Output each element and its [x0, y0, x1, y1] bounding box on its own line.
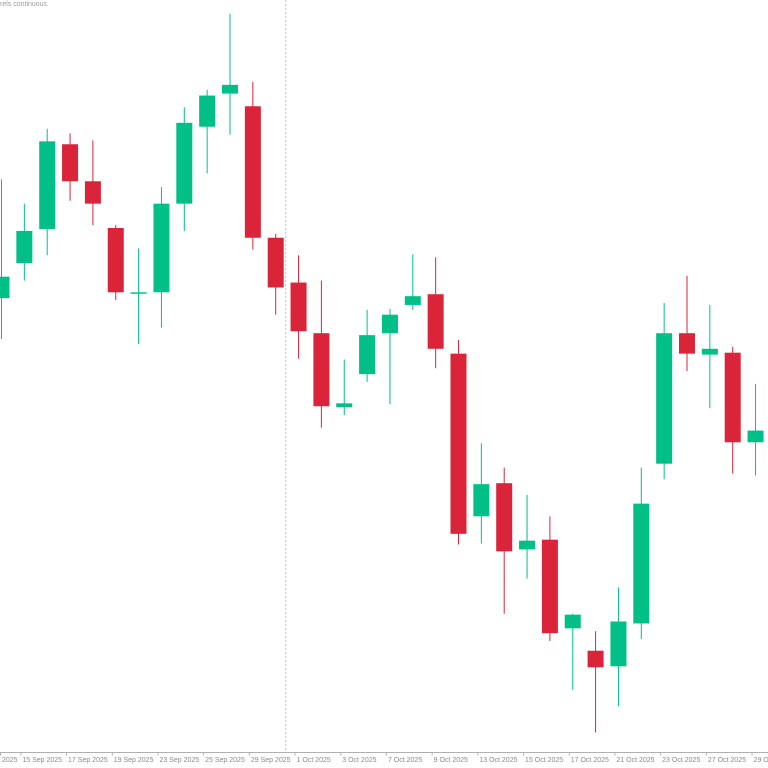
candle	[747, 383, 764, 476]
candle	[199, 89, 216, 174]
x-tick-label: 23 Sep 2025	[159, 757, 199, 764]
candle	[519, 494, 536, 579]
x-tick-label: 2025	[2, 757, 18, 764]
x-tick-label: 17 Oct 2025	[571, 757, 609, 764]
x-tick-label: 7 Oct 2025	[388, 757, 422, 764]
bull-candle-body	[0, 276, 10, 299]
candle	[450, 340, 467, 545]
bull-candle-body	[473, 484, 490, 517]
bull-candle-body	[222, 84, 238, 94]
candle	[496, 467, 513, 614]
candle	[222, 13, 238, 135]
bull-candle-body	[519, 540, 536, 550]
x-tick-label: 9 Oct 2025	[434, 757, 468, 764]
bear-candle-body	[587, 650, 604, 668]
bull-candle-body	[176, 122, 193, 204]
bull-candle-body	[633, 503, 650, 624]
candle	[16, 203, 33, 281]
candle	[359, 309, 376, 382]
bull-candle-body	[610, 621, 627, 667]
candle	[39, 128, 56, 256]
bear-candle-body	[267, 237, 284, 288]
x-tick-label: 17 Sep 2025	[68, 757, 108, 764]
candle	[679, 275, 695, 372]
bear-candle-body	[450, 353, 467, 534]
x-tick-label: 29 O	[754, 757, 768, 764]
bull-candle-body	[153, 203, 170, 293]
bull-candle-body	[199, 95, 216, 127]
candle	[313, 280, 330, 428]
bear-candle-body	[290, 282, 307, 332]
bull-candle-body	[564, 614, 581, 629]
x-tick-label: 23 Oct 2025	[662, 757, 700, 764]
x-tick-label: 25 Sep 2025	[205, 757, 245, 764]
candle	[62, 133, 79, 201]
bear-candle-body	[107, 228, 124, 293]
bear-candle-body	[84, 181, 101, 204]
candles-layer	[0, 13, 764, 733]
candle	[724, 346, 741, 474]
bear-candle-body	[541, 539, 558, 634]
candle	[176, 107, 193, 231]
candle	[701, 304, 718, 409]
bull-candle-body	[130, 292, 147, 294]
candle	[267, 233, 284, 315]
candle	[244, 81, 261, 250]
candle	[564, 613, 581, 690]
x-tick-label: 19 Sep 2025	[114, 757, 154, 764]
bear-candle-body	[679, 333, 695, 354]
bull-candle-body	[404, 296, 421, 305]
candle	[0, 179, 10, 340]
candle	[290, 255, 307, 359]
x-tick-label: 21 Oct 2025	[616, 757, 654, 764]
x-tick-label: 13 Oct 2025	[479, 757, 517, 764]
bear-candle-body	[244, 106, 261, 238]
bull-candle-body	[336, 403, 353, 408]
time-axis: 2025 15 Sep 2025 17 Sep 2025 19 Sep 2025 23 …	[0, 752, 768, 764]
candle	[130, 248, 147, 344]
x-tick-label: 3 Oct 2025	[342, 757, 376, 764]
x-tick-label: 15 Sep 2025	[22, 757, 62, 764]
bear-candle-body	[496, 483, 513, 552]
candle	[633, 467, 650, 640]
bull-candle-body	[656, 333, 673, 464]
candle	[84, 140, 101, 226]
candle	[336, 359, 353, 416]
bear-candle-body	[62, 144, 79, 182]
bull-candle-body	[16, 230, 33, 264]
bull-candle-body	[39, 141, 56, 229]
bear-candle-body	[427, 294, 444, 349]
candle	[610, 587, 627, 707]
candle	[107, 225, 124, 301]
x-tick-label: 1 Oct 2025	[297, 757, 331, 764]
x-tick-label: 27 Oct 2025	[708, 757, 746, 764]
bull-candle-body	[381, 314, 398, 334]
candle	[587, 631, 604, 733]
candle	[404, 254, 421, 310]
x-tick-label: 29 Sep 2025	[251, 757, 291, 764]
candle	[473, 443, 490, 544]
bear-candle-body	[724, 352, 741, 443]
symbol-label: rels continuous	[0, 1, 48, 8]
candle	[381, 308, 398, 405]
candle	[656, 303, 673, 480]
bull-candle-body	[359, 335, 376, 375]
bull-candle-body	[701, 348, 718, 355]
x-tick-label: 15 Oct 2025	[525, 757, 563, 764]
bull-candle-body	[747, 430, 764, 443]
bear-candle-body	[313, 333, 330, 407]
candle	[153, 187, 170, 328]
candle	[541, 516, 558, 641]
candle	[427, 257, 444, 369]
